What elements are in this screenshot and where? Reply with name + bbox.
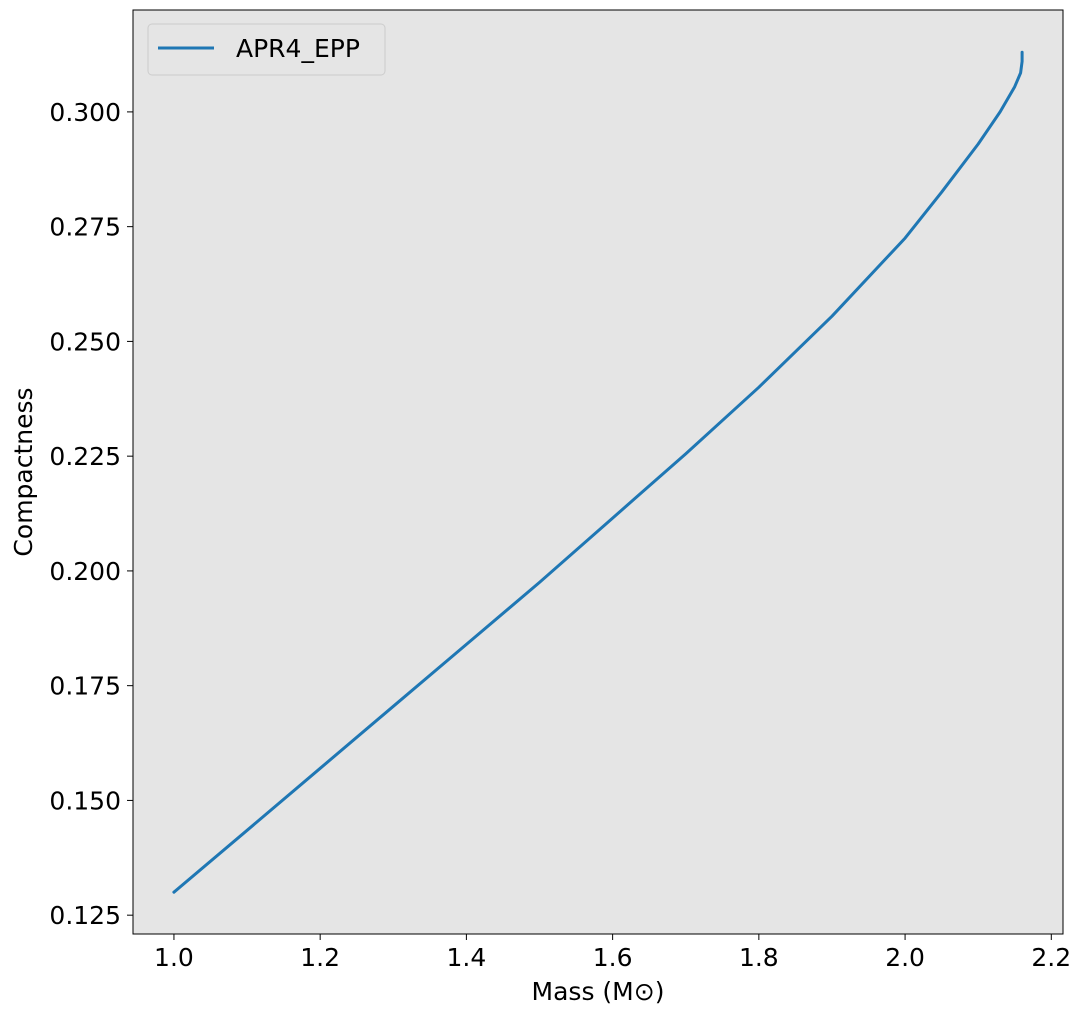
y-axis-label: Compactness: [9, 387, 38, 556]
y-tick-label: 0.150: [49, 786, 121, 815]
series-line-apr4-epp: [172, 50, 1024, 894]
x-tick-label: 1.0: [154, 943, 194, 972]
plot-area: [133, 10, 1063, 934]
plot-frame: [132, 9, 1064, 935]
y-axis: 0.125 0.150 0.175 0.200 0.225 0.250 0.275 0.300: [49, 98, 133, 930]
x-tick-label: 1.2: [300, 943, 340, 972]
series-layer: [172, 50, 1024, 894]
y-tick-label: 0.250: [49, 327, 121, 356]
y-tick-label: 0.200: [49, 557, 121, 586]
x-tick-label: 2.0: [885, 943, 925, 972]
x-tick-label: 1.4: [447, 943, 487, 972]
x-axis: 1.0 1.2 1.4 1.6 1.8 2.0 2.2: [154, 934, 1071, 972]
y-tick-label: 0.275: [49, 213, 121, 242]
y-tick-label: 0.300: [49, 98, 121, 127]
y-tick-label: 0.175: [49, 672, 121, 701]
x-tick-label: 1.8: [739, 943, 779, 972]
legend-box: [147, 23, 386, 76]
x-tick-label: 2.2: [1031, 943, 1071, 972]
y-tick-label: 0.225: [49, 442, 121, 471]
legend: APR4_EPP: [147, 23, 386, 76]
x-tick-label: 1.6: [593, 943, 633, 972]
x-axis-label: Mass (M⊙): [532, 977, 665, 1006]
y-tick-label: 0.125: [49, 901, 121, 930]
legend-label-apr4-epp: APR4_EPP: [236, 34, 360, 63]
